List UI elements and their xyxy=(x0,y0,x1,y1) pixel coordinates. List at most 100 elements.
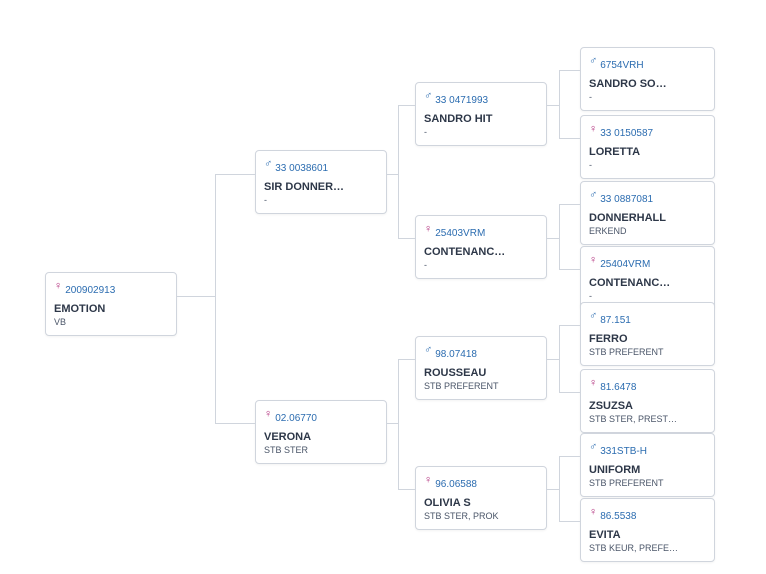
horse-id: 96.06588 xyxy=(435,479,477,490)
horse-predicate: STB KEUR, PREFE… xyxy=(589,543,706,555)
horse-predicate: - xyxy=(424,127,538,139)
horse-name: OLIVIA S xyxy=(424,496,538,510)
horse-predicate: - xyxy=(424,260,538,272)
connector xyxy=(559,70,560,138)
connector xyxy=(559,325,580,326)
connector xyxy=(559,456,560,521)
male-icon: ♂ xyxy=(589,440,597,454)
connector xyxy=(559,138,580,139)
horse-name: SIR DONNER… xyxy=(264,180,378,194)
horse-name: CONTENANC… xyxy=(589,276,706,290)
connector xyxy=(398,105,399,238)
pedigree-ds[interactable]: ♂98.07418 ROUSSEAU STB PREFERENT xyxy=(415,336,547,400)
horse-predicate: STB PREFERENT xyxy=(589,347,706,359)
pedigree-sd[interactable]: ♀25403VRM CONTENANC… - xyxy=(415,215,547,279)
horse-predicate: STB STER xyxy=(264,445,378,457)
connector xyxy=(559,456,580,457)
connector xyxy=(387,423,398,424)
connector xyxy=(398,489,415,490)
female-icon: ♀ xyxy=(54,279,62,293)
horse-predicate: - xyxy=(264,195,378,207)
horse-name: CONTENANC… xyxy=(424,245,538,259)
female-icon: ♀ xyxy=(589,253,597,267)
connector xyxy=(547,105,559,106)
connector xyxy=(387,174,398,175)
horse-id: 33 0038601 xyxy=(275,163,328,174)
horse-id: 86.5538 xyxy=(600,511,636,522)
horse-id: 33 0887081 xyxy=(600,194,653,205)
pedigree-dam[interactable]: ♀02.06770 VERONA STB STER xyxy=(255,400,387,464)
horse-name: EMOTION xyxy=(54,302,168,316)
pedigree-sss[interactable]: ♂6754VRH SANDRO SO… - xyxy=(580,47,715,111)
horse-name: ROUSSEAU xyxy=(424,366,538,380)
pedigree-dds[interactable]: ♂331STB-H UNIFORM STB PREFERENT xyxy=(580,433,715,497)
horse-name: LORETTA xyxy=(589,145,706,159)
connector xyxy=(559,204,560,269)
horse-name: ZSUZSA xyxy=(589,399,706,413)
horse-predicate: - xyxy=(589,92,706,104)
connector xyxy=(398,238,415,239)
female-icon: ♀ xyxy=(424,222,432,236)
connector xyxy=(398,359,415,360)
horse-predicate: STB STER, PROK xyxy=(424,511,538,523)
female-icon: ♀ xyxy=(264,407,272,421)
connector xyxy=(559,521,580,522)
pedigree-sire[interactable]: ♂33 0038601 SIR DONNER… - xyxy=(255,150,387,214)
pedigree-ddd[interactable]: ♀86.5538 EVITA STB KEUR, PREFE… xyxy=(580,498,715,562)
female-icon: ♀ xyxy=(589,505,597,519)
female-icon: ♀ xyxy=(424,473,432,487)
connector xyxy=(559,392,580,393)
horse-name: DONNERHALL xyxy=(589,211,706,225)
horse-name: SANDRO HIT xyxy=(424,112,538,126)
connector xyxy=(547,489,559,490)
female-icon: ♀ xyxy=(589,376,597,390)
connector xyxy=(215,174,255,175)
connector xyxy=(559,70,580,71)
horse-name: VERONA xyxy=(264,430,378,444)
horse-predicate: - xyxy=(589,160,706,172)
horse-predicate: VB xyxy=(54,317,168,329)
horse-id: 87.151 xyxy=(600,315,631,326)
connector xyxy=(559,325,560,392)
connector xyxy=(559,204,580,205)
connector xyxy=(215,174,216,423)
horse-id: 25404VRM xyxy=(600,259,650,270)
horse-id: 02.06770 xyxy=(275,413,317,424)
connector xyxy=(547,359,559,360)
pedigree-root[interactable]: ♀200902913 EMOTION VB xyxy=(45,272,177,336)
pedigree-ss[interactable]: ♂33 0471993 SANDRO HIT - xyxy=(415,82,547,146)
pedigree-sdd[interactable]: ♀25404VRM CONTENANC… - xyxy=(580,246,715,310)
horse-id: 6754VRH xyxy=(600,60,643,71)
male-icon: ♂ xyxy=(589,188,597,202)
connector xyxy=(547,238,559,239)
horse-predicate: STB STER, PREST… xyxy=(589,414,706,426)
connector xyxy=(559,269,580,270)
horse-id: 331STB-H xyxy=(600,446,647,457)
horse-name: UNIFORM xyxy=(589,463,706,477)
male-icon: ♂ xyxy=(589,54,597,68)
male-icon: ♂ xyxy=(424,89,432,103)
connector xyxy=(398,359,399,489)
horse-predicate: STB PREFERENT xyxy=(424,381,538,393)
male-icon: ♂ xyxy=(589,309,597,323)
horse-name: EVITA xyxy=(589,528,706,542)
horse-name: FERRO xyxy=(589,332,706,346)
horse-name: SANDRO SO… xyxy=(589,77,706,91)
pedigree-sds[interactable]: ♂33 0887081 DONNERHALL ERKEND xyxy=(580,181,715,245)
connector xyxy=(398,105,415,106)
pedigree-ssd[interactable]: ♀33 0150587 LORETTA - xyxy=(580,115,715,179)
horse-id: 33 0471993 xyxy=(435,95,488,106)
horse-id: 98.07418 xyxy=(435,349,477,360)
pedigree-dsd[interactable]: ♀81.6478 ZSUZSA STB STER, PREST… xyxy=(580,369,715,433)
connector xyxy=(177,296,215,297)
horse-id: 25403VRM xyxy=(435,228,485,239)
pedigree-dd[interactable]: ♀96.06588 OLIVIA S STB STER, PROK xyxy=(415,466,547,530)
horse-id: 33 0150587 xyxy=(600,128,653,139)
connector xyxy=(215,423,255,424)
horse-predicate: STB PREFERENT xyxy=(589,478,706,490)
pedigree-dss[interactable]: ♂87.151 FERRO STB PREFERENT xyxy=(580,302,715,366)
horse-id: 200902913 xyxy=(65,285,115,296)
female-icon: ♀ xyxy=(589,122,597,136)
horse-id: 81.6478 xyxy=(600,382,636,393)
horse-predicate: ERKEND xyxy=(589,226,706,238)
